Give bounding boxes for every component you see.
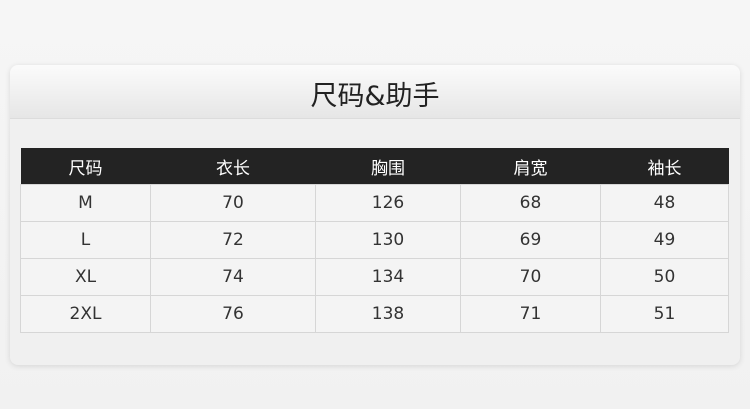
table-cell: 68 [460,184,601,222]
table-cell: 74 [150,258,316,296]
size-chart-card: 尺码&助手 尺码 衣长 胸围 肩宽 袖长 M 70 126 68 48 L 72 130 69 49 XL 7… [10,65,740,365]
table-row: M 70 126 68 48 [20,184,729,222]
page-title: 尺码&助手 [310,81,440,112]
table-cell: 126 [315,184,461,222]
table-cell: 76 [150,295,316,333]
table-cell: 71 [460,295,601,333]
table-cell: 50 [600,258,729,296]
table-cell: 138 [315,295,461,333]
column-header: 袖长 [600,148,729,185]
column-header: 衣长 [150,148,316,185]
column-header: 尺码 [20,148,151,185]
table-cell: 72 [150,221,316,259]
table-cell: M [20,184,151,222]
card-header: 尺码&助手 [10,65,740,119]
table-cell: 130 [315,221,461,259]
table-cell: 51 [600,295,729,333]
table-cell: XL [20,258,151,296]
table-cell: 70 [460,258,601,296]
table-cell: 69 [460,221,601,259]
table-row: L 72 130 69 49 [20,221,729,259]
table-row: 2XL 76 138 71 51 [20,295,729,333]
column-header: 肩宽 [460,148,601,185]
table-cell: 2XL [20,295,151,333]
table-cell: 134 [315,258,461,296]
column-header: 胸围 [315,148,461,185]
size-table: 尺码 衣长 胸围 肩宽 袖长 M 70 126 68 48 L 72 130 69 49 XL 74 134 70… [20,148,729,333]
table-cell: 49 [600,221,729,259]
table-cell: L [20,221,151,259]
table-row: XL 74 134 70 50 [20,258,729,296]
table-header-row: 尺码 衣长 胸围 肩宽 袖长 [20,148,729,185]
table-cell: 70 [150,184,316,222]
table-cell: 48 [600,184,729,222]
